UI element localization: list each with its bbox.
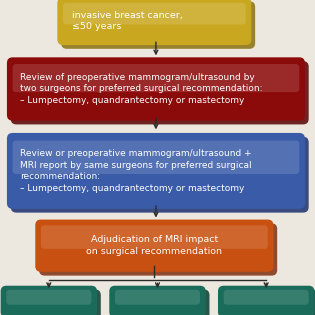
Text: invasive breast cancer,
≤50 years: invasive breast cancer, ≤50 years: [72, 11, 183, 32]
Text: Review or preoperative mammogram/ultrasound +
MRI report by same surgeons for pr: Review or preoperative mammogram/ultraso…: [20, 149, 252, 192]
FancyBboxPatch shape: [11, 61, 309, 124]
FancyBboxPatch shape: [6, 290, 91, 305]
Text: Adjudication of MRI impact
on surgical recommendation: Adjudication of MRI impact on surgical r…: [86, 236, 222, 256]
FancyBboxPatch shape: [113, 289, 209, 315]
FancyBboxPatch shape: [115, 290, 200, 305]
FancyBboxPatch shape: [13, 64, 299, 92]
FancyBboxPatch shape: [218, 286, 314, 315]
FancyBboxPatch shape: [63, 3, 246, 25]
FancyBboxPatch shape: [41, 225, 268, 249]
FancyBboxPatch shape: [7, 57, 305, 121]
FancyBboxPatch shape: [109, 286, 206, 315]
FancyBboxPatch shape: [61, 1, 255, 49]
FancyBboxPatch shape: [57, 0, 251, 45]
FancyBboxPatch shape: [1, 286, 97, 315]
FancyBboxPatch shape: [13, 140, 299, 174]
Text: Review of preoperative mammogram/ultrasound by
two surgeons for preferred surgic: Review of preoperative mammogram/ultraso…: [20, 73, 263, 105]
FancyBboxPatch shape: [35, 220, 273, 272]
FancyBboxPatch shape: [222, 289, 315, 315]
FancyBboxPatch shape: [224, 290, 309, 305]
FancyBboxPatch shape: [11, 137, 309, 213]
FancyBboxPatch shape: [39, 223, 277, 276]
FancyBboxPatch shape: [7, 133, 305, 209]
FancyBboxPatch shape: [4, 289, 101, 315]
